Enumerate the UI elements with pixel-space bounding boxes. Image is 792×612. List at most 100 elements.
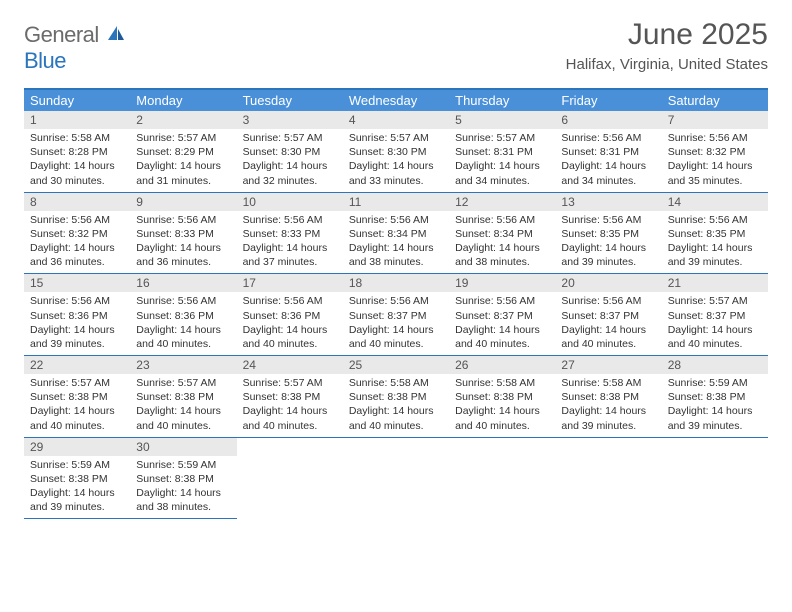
daylight-text: and 40 minutes. — [349, 337, 443, 351]
daylight-text: and 40 minutes. — [455, 337, 549, 351]
calendar-day: 17Sunrise: 5:56 AMSunset: 8:36 PMDayligh… — [237, 274, 343, 356]
sunset-text: Sunset: 8:37 PM — [349, 309, 443, 323]
calendar-week: 15Sunrise: 5:56 AMSunset: 8:36 PMDayligh… — [24, 274, 768, 356]
logo-blue-text: Blue — [24, 48, 66, 73]
sunrise-text: Sunrise: 5:57 AM — [455, 131, 549, 145]
calendar-day: 24Sunrise: 5:57 AMSunset: 8:38 PMDayligh… — [237, 356, 343, 438]
calendar-day: 27Sunrise: 5:58 AMSunset: 8:38 PMDayligh… — [555, 356, 661, 438]
daylight-text: and 34 minutes. — [455, 174, 549, 188]
calendar-day-empty — [343, 438, 449, 520]
daylight-text: and 39 minutes. — [30, 500, 124, 514]
calendar-week: 8Sunrise: 5:56 AMSunset: 8:32 PMDaylight… — [24, 193, 768, 275]
page-subtitle: Halifax, Virginia, United States — [566, 56, 768, 73]
sunset-text: Sunset: 8:35 PM — [668, 227, 762, 241]
sunset-text: Sunset: 8:38 PM — [455, 390, 549, 404]
sunset-text: Sunset: 8:37 PM — [668, 309, 762, 323]
daylight-text: and 40 minutes. — [243, 337, 337, 351]
sunset-text: Sunset: 8:34 PM — [349, 227, 443, 241]
calendar-day: 13Sunrise: 5:56 AMSunset: 8:35 PMDayligh… — [555, 193, 661, 275]
day-number: 10 — [237, 193, 343, 211]
day-number: 9 — [130, 193, 236, 211]
sunset-text: Sunset: 8:38 PM — [136, 472, 230, 486]
daylight-text: Daylight: 14 hours — [561, 323, 655, 337]
calendar-day: 21Sunrise: 5:57 AMSunset: 8:37 PMDayligh… — [662, 274, 768, 356]
daylight-text: Daylight: 14 hours — [30, 241, 124, 255]
day-number: 25 — [343, 356, 449, 374]
calendar-day-empty — [449, 438, 555, 520]
page-title: June 2025 — [566, 18, 768, 52]
calendar-day: 16 Sunrise: 5:56 AMSunset: 8:36 PMDayligh… — [130, 274, 236, 356]
calendar-day-empty — [555, 438, 661, 520]
day-number: 22 — [24, 356, 130, 374]
day-details: Sunrise: 5:56 AMSunset: 8:32 PMDaylight:… — [24, 211, 130, 270]
weekday-header: Friday — [555, 90, 661, 111]
daylight-text: Daylight: 14 hours — [455, 404, 549, 418]
daylight-text: and 40 minutes. — [561, 337, 655, 351]
daylight-text: Daylight: 14 hours — [349, 159, 443, 173]
daylight-text: and 37 minutes. — [243, 255, 337, 269]
daylight-text: and 33 minutes. — [349, 174, 443, 188]
day-details: Sunrise: 5:57 AMSunset: 8:38 PMDaylight:… — [24, 374, 130, 433]
sunrise-text: Sunrise: 5:56 AM — [136, 294, 230, 308]
calendar-day: 8Sunrise: 5:56 AMSunset: 8:32 PMDaylight… — [24, 193, 130, 275]
sunset-text: Sunset: 8:32 PM — [668, 145, 762, 159]
calendar-day: 7Sunrise: 5:56 AMSunset: 8:32 PMDaylight… — [662, 111, 768, 193]
day-number: 24 — [237, 356, 343, 374]
sunset-text: Sunset: 8:31 PM — [561, 145, 655, 159]
day-details: Sunrise: 5:56 AMSunset: 8:33 PMDaylight:… — [237, 211, 343, 270]
day-details: Sunrise: 5:56 AMSunset: 8:34 PMDaylight:… — [343, 211, 449, 270]
sunrise-text: Sunrise: 5:56 AM — [561, 213, 655, 227]
sunrise-text: Sunrise: 5:56 AM — [243, 294, 337, 308]
day-number: 16 — [130, 274, 236, 292]
sunset-text: Sunset: 8:38 PM — [561, 390, 655, 404]
weekday-header: Sunday — [24, 90, 130, 111]
sunset-text: Sunset: 8:32 PM — [30, 227, 124, 241]
daylight-text: Daylight: 14 hours — [243, 323, 337, 337]
daylight-text: and 35 minutes. — [668, 174, 762, 188]
calendar-week: 22Sunrise: 5:57 AMSunset: 8:38 PMDayligh… — [24, 356, 768, 438]
day-number: 6 — [555, 111, 661, 129]
sunrise-text: Sunrise: 5:56 AM — [136, 213, 230, 227]
daylight-text: and 38 minutes. — [455, 255, 549, 269]
calendar-day: 20Sunrise: 5:56 AMSunset: 8:37 PMDayligh… — [555, 274, 661, 356]
daylight-text: Daylight: 14 hours — [668, 241, 762, 255]
day-number: 8 — [24, 193, 130, 211]
sunset-text: Sunset: 8:35 PM — [561, 227, 655, 241]
weeks-container: 1Sunrise: 5:58 AMSunset: 8:28 PMDaylight… — [24, 111, 768, 519]
sunset-text: Sunset: 8:31 PM — [455, 145, 549, 159]
sunset-text: Sunset: 8:38 PM — [30, 390, 124, 404]
sunrise-text: Sunrise: 5:56 AM — [349, 213, 443, 227]
daylight-text: and 38 minutes. — [136, 500, 230, 514]
calendar-week: 29Sunrise: 5:59 AMSunset: 8:38 PMDayligh… — [24, 438, 768, 520]
day-number: 15 — [24, 274, 130, 292]
day-details: Sunrise: 5:56 AMSunset: 8:37 PMDaylight:… — [449, 292, 555, 351]
sunrise-text: Sunrise: 5:58 AM — [349, 376, 443, 390]
daylight-text: and 38 minutes. — [349, 255, 443, 269]
day-details: Sunrise: 5:56 AMSunset: 8:33 PMDaylight:… — [130, 211, 236, 270]
daylight-text: Daylight: 14 hours — [561, 159, 655, 173]
daylight-text: and 34 minutes. — [561, 174, 655, 188]
daylight-text: Daylight: 14 hours — [668, 404, 762, 418]
day-number: 28 — [662, 356, 768, 374]
daylight-text: Daylight: 14 hours — [136, 486, 230, 500]
sail-icon — [106, 22, 126, 48]
day-number: 27 — [555, 356, 661, 374]
daylight-text: Daylight: 14 hours — [30, 404, 124, 418]
calendar-day: 10Sunrise: 5:56 AMSunset: 8:33 PMDayligh… — [237, 193, 343, 275]
weekday-header: Tuesday — [237, 90, 343, 111]
day-details: Sunrise: 5:57 AMSunset: 8:31 PMDaylight:… — [449, 129, 555, 188]
day-number: 12 — [449, 193, 555, 211]
sunrise-text: Sunrise: 5:56 AM — [455, 213, 549, 227]
sunset-text: Sunset: 8:36 PM — [136, 309, 230, 323]
daylight-text: Daylight: 14 hours — [349, 323, 443, 337]
day-details: Sunrise: 5:56 AMSunset: 8:37 PMDaylight:… — [555, 292, 661, 351]
sunset-text: Sunset: 8:33 PM — [136, 227, 230, 241]
daylight-text: Daylight: 14 hours — [243, 159, 337, 173]
day-details: Sunrise: 5:56 AMSunset: 8:35 PMDaylight:… — [662, 211, 768, 270]
weekday-header: Monday — [130, 90, 236, 111]
daylight-text: Daylight: 14 hours — [136, 323, 230, 337]
daylight-text: and 40 minutes. — [349, 419, 443, 433]
sunrise-text: Sunrise: 5:56 AM — [668, 213, 762, 227]
calendar-week: 1Sunrise: 5:58 AMSunset: 8:28 PMDaylight… — [24, 111, 768, 193]
day-details: Sunrise: 5:59 AMSunset: 8:38 PMDaylight:… — [662, 374, 768, 433]
